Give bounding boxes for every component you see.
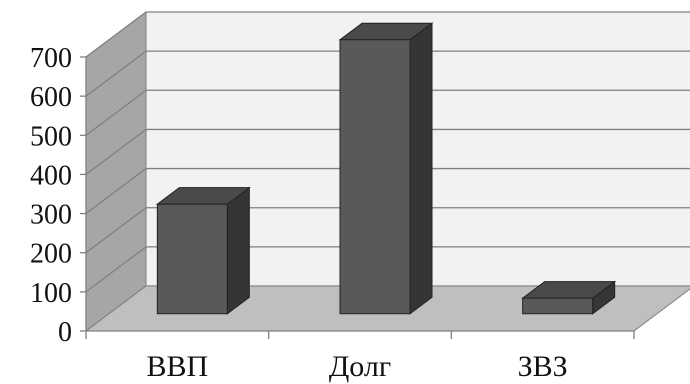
y-tick-label-300: 300 bbox=[30, 200, 72, 231]
y-tick-label-600: 600 bbox=[30, 82, 72, 113]
gridline-100 bbox=[85, 246, 690, 293]
bar-1 bbox=[338, 22, 434, 315]
bar-0 bbox=[155, 186, 251, 315]
gridline-300 bbox=[85, 167, 690, 215]
gridline-600 bbox=[85, 50, 690, 97]
side-wall bbox=[85, 11, 147, 332]
y-tick-label-0: 0 bbox=[58, 317, 72, 348]
x-category-label-1: Долг bbox=[329, 350, 391, 383]
y-tick-label-700: 700 bbox=[30, 43, 72, 74]
y-tick-label-200: 200 bbox=[30, 239, 72, 270]
gridline-500 bbox=[85, 89, 690, 136]
gridline-700 bbox=[85, 11, 690, 58]
bar-front-2 bbox=[522, 297, 594, 315]
y-tick-label-400: 400 bbox=[30, 160, 72, 191]
y-tick-label-100: 100 bbox=[30, 278, 72, 309]
x-category-label-2: ЗВЗ bbox=[518, 350, 568, 383]
y-axis: 0 100 200 300 400 500 600 700 bbox=[30, 43, 87, 348]
bar-front-1 bbox=[339, 39, 411, 315]
bars bbox=[155, 22, 617, 315]
gridline-200 bbox=[85, 207, 690, 254]
y-tick-label-500: 500 bbox=[30, 121, 72, 152]
x-category-label-0: ВВП bbox=[146, 350, 208, 383]
bar-2 bbox=[521, 280, 617, 315]
x-axis: ВВП Долг ЗВЗ bbox=[85, 330, 635, 383]
gridline-400 bbox=[85, 128, 690, 175]
bar-side-1 bbox=[409, 22, 433, 315]
bar-front-0 bbox=[156, 203, 228, 315]
bar-side-0 bbox=[226, 186, 250, 315]
